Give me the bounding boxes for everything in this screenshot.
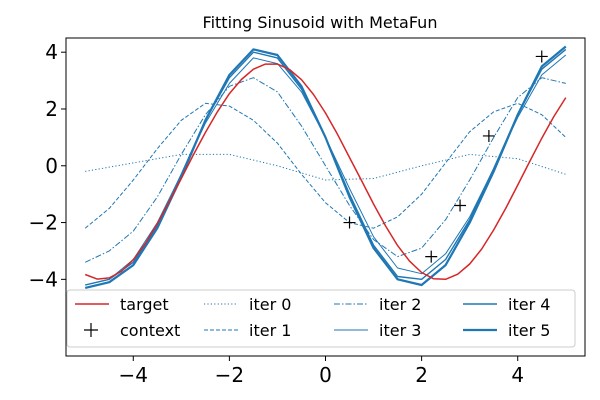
y-tick-label: −4 — [29, 267, 58, 291]
axis-ticks: −4 −2 0 2 4 −4 −2 0 2 4 — [29, 40, 525, 387]
context-point-marker — [535, 50, 548, 63]
context-point-marker — [343, 216, 356, 229]
y-tick-label: 0 — [45, 154, 58, 178]
series-line-iter-1 — [84, 102, 567, 229]
legend-label-iter-3: iter 3 — [379, 321, 421, 340]
series-line-target — [84, 63, 567, 281]
legend-handle-context — [84, 323, 98, 337]
y-tick-label: 2 — [45, 97, 58, 121]
legend-label-iter-4: iter 4 — [508, 295, 550, 314]
y-tick-label: 4 — [45, 40, 58, 64]
y-tick-label: −2 — [29, 211, 58, 235]
x-tick-label: 0 — [319, 363, 332, 387]
series-line-iter-2 — [84, 77, 566, 263]
legend-box — [66, 289, 576, 348]
context-point-marker — [425, 250, 438, 263]
series-line-iter-5 — [84, 45, 567, 289]
legend-label-target: target — [120, 295, 169, 314]
context-point-marker — [454, 199, 467, 212]
legend-label-iter-5: iter 5 — [508, 321, 550, 340]
plot-area — [84, 45, 567, 289]
x-tick-label: 2 — [415, 363, 428, 387]
x-tick-label: 4 — [511, 363, 524, 387]
legend-label-context: context — [120, 321, 180, 340]
x-tick-label: −2 — [215, 363, 244, 387]
legend-label-iter-0: iter 0 — [249, 295, 291, 314]
context-point-marker — [482, 129, 495, 142]
legend-label-iter-2: iter 2 — [379, 295, 421, 314]
series-line-iter-0 — [85, 153, 566, 181]
legend: target context iter 0 iter 1 iter 2 iter 3 ite… — [66, 289, 576, 348]
x-tick-label: −4 — [119, 363, 148, 387]
chart-title: Fitting Sinusoid with MetaFun — [203, 13, 438, 32]
legend-label-iter-1: iter 1 — [249, 321, 291, 340]
